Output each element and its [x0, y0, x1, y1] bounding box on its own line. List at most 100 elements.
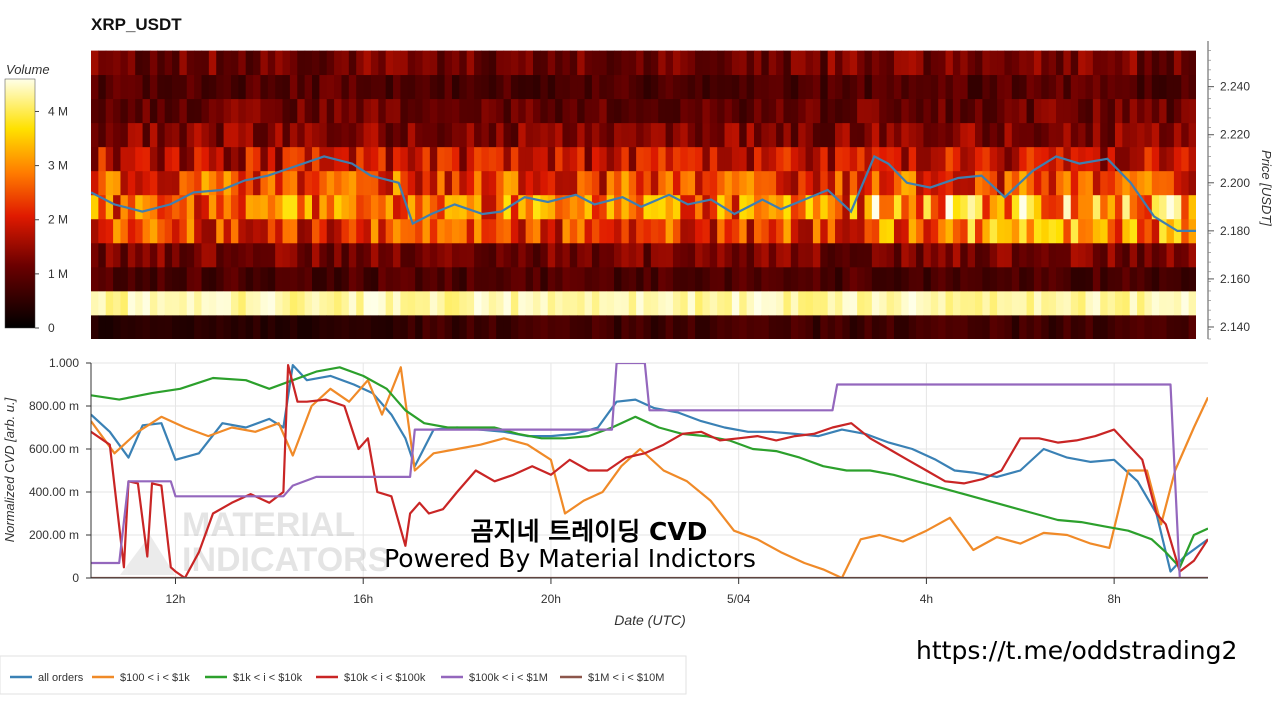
heatmap-cell — [798, 146, 807, 172]
heatmap-cell — [1078, 242, 1087, 268]
heatmap-cell — [930, 194, 939, 220]
heatmap-cell — [422, 218, 431, 244]
heatmap-cell — [267, 194, 276, 220]
heatmap-cell — [304, 266, 313, 292]
heatmap-cell — [997, 242, 1006, 268]
heatmap-cell — [422, 314, 431, 339]
heatmap-cell — [1159, 146, 1168, 172]
heatmap-cell — [827, 290, 836, 316]
heatmap-cell — [149, 290, 158, 316]
cvd-y-tick-label: 600.00 m — [29, 442, 79, 456]
heatmap-cell — [952, 290, 961, 316]
heatmap-cell — [1166, 314, 1175, 339]
heatmap-cell — [1151, 146, 1160, 172]
heatmap-cell — [923, 170, 932, 196]
heatmap-cell — [960, 242, 969, 268]
heatmap-cell — [960, 146, 969, 172]
heatmap-cell — [422, 146, 431, 172]
heatmap-cell — [135, 242, 144, 268]
heatmap-cell — [695, 194, 704, 220]
heatmap-cell — [488, 146, 497, 172]
heatmap-cell — [1019, 98, 1028, 124]
heatmap-cell — [938, 266, 947, 292]
heatmap-cell — [113, 218, 122, 244]
heatmap-cell — [672, 170, 681, 196]
heatmap-cell — [577, 314, 586, 339]
heatmap-cell — [555, 170, 564, 196]
heatmap-cell — [923, 290, 932, 316]
heatmap-cell — [783, 74, 792, 100]
heatmap-cell — [982, 242, 991, 268]
heatmap-cell — [1092, 122, 1101, 148]
heatmap-cell — [91, 218, 99, 244]
heatmap-cell — [289, 194, 298, 220]
heatmap-cell — [282, 218, 291, 244]
heatmap-cell — [459, 242, 468, 268]
heatmap-cell — [1188, 194, 1196, 220]
heatmap-cell — [584, 50, 593, 76]
heatmap-cell — [194, 146, 203, 172]
heatmap-cell — [916, 242, 925, 268]
heatmap-cell — [952, 98, 961, 124]
heatmap-cell — [1107, 290, 1116, 316]
heatmap-cell — [1181, 122, 1190, 148]
heatmap-cell — [562, 146, 571, 172]
heatmap-cell — [547, 122, 556, 148]
heatmap-cell — [208, 98, 217, 124]
heatmap-cell — [724, 242, 733, 268]
heatmap-cell — [798, 290, 807, 316]
heatmap-cell — [584, 170, 593, 196]
heatmap-cell — [1056, 266, 1064, 292]
heatmap-cell — [1144, 146, 1153, 172]
heatmap-cell — [555, 74, 564, 100]
heatmap-cell — [849, 218, 858, 244]
heatmap-cell — [1144, 266, 1153, 292]
heatmap-cell — [120, 74, 129, 100]
heatmap-cell — [164, 50, 173, 76]
heatmap-cell — [91, 290, 99, 316]
heatmap-cell — [1151, 170, 1160, 196]
heatmap-cell — [827, 266, 836, 292]
heatmap-cell — [672, 98, 681, 124]
heatmap-cell — [665, 50, 674, 76]
heatmap-cell — [164, 74, 173, 100]
heatmap-cell — [893, 170, 902, 196]
heatmap-cell — [879, 266, 888, 292]
heatmap-cell — [503, 314, 512, 339]
heatmap-cell — [997, 146, 1006, 172]
heatmap-cell — [776, 194, 785, 220]
heatmap-cell — [1085, 314, 1094, 339]
heatmap-cell — [731, 242, 740, 268]
heatmap-cell — [702, 194, 711, 220]
heatmap-cell — [1114, 50, 1123, 76]
heatmap-cell — [260, 290, 269, 316]
heatmap-cell — [1122, 170, 1131, 196]
heatmap-cell — [496, 242, 505, 268]
heatmap-cell — [820, 122, 829, 148]
heatmap-cell — [459, 98, 468, 124]
heatmap-cell — [172, 170, 180, 196]
heatmap-cell — [591, 74, 600, 100]
heatmap-cell — [127, 122, 136, 148]
heatmap-cell — [230, 314, 239, 339]
heatmap-cell — [334, 314, 343, 339]
heatmap-cell — [341, 122, 350, 148]
heatmap-cell — [687, 290, 696, 316]
heatmap-cell — [238, 242, 247, 268]
heatmap-cell — [901, 194, 910, 220]
heatmap-cell — [857, 170, 866, 196]
price-tick-label: 2.220 — [1220, 128, 1250, 142]
heatmap-cell — [717, 74, 726, 100]
heatmap-cell — [334, 50, 343, 76]
heatmap-cell — [1151, 218, 1160, 244]
heatmap-cell — [488, 122, 497, 148]
heatmap-cell — [260, 146, 269, 172]
heatmap-cell — [275, 266, 284, 292]
heatmap-cell — [407, 194, 416, 220]
heatmap-cell — [363, 146, 372, 172]
heatmap-cell — [525, 242, 534, 268]
heatmap-cell — [827, 50, 836, 76]
heatmap-cell — [1173, 194, 1182, 220]
heatmap-cell — [717, 146, 726, 172]
heatmap-cell — [312, 74, 320, 100]
